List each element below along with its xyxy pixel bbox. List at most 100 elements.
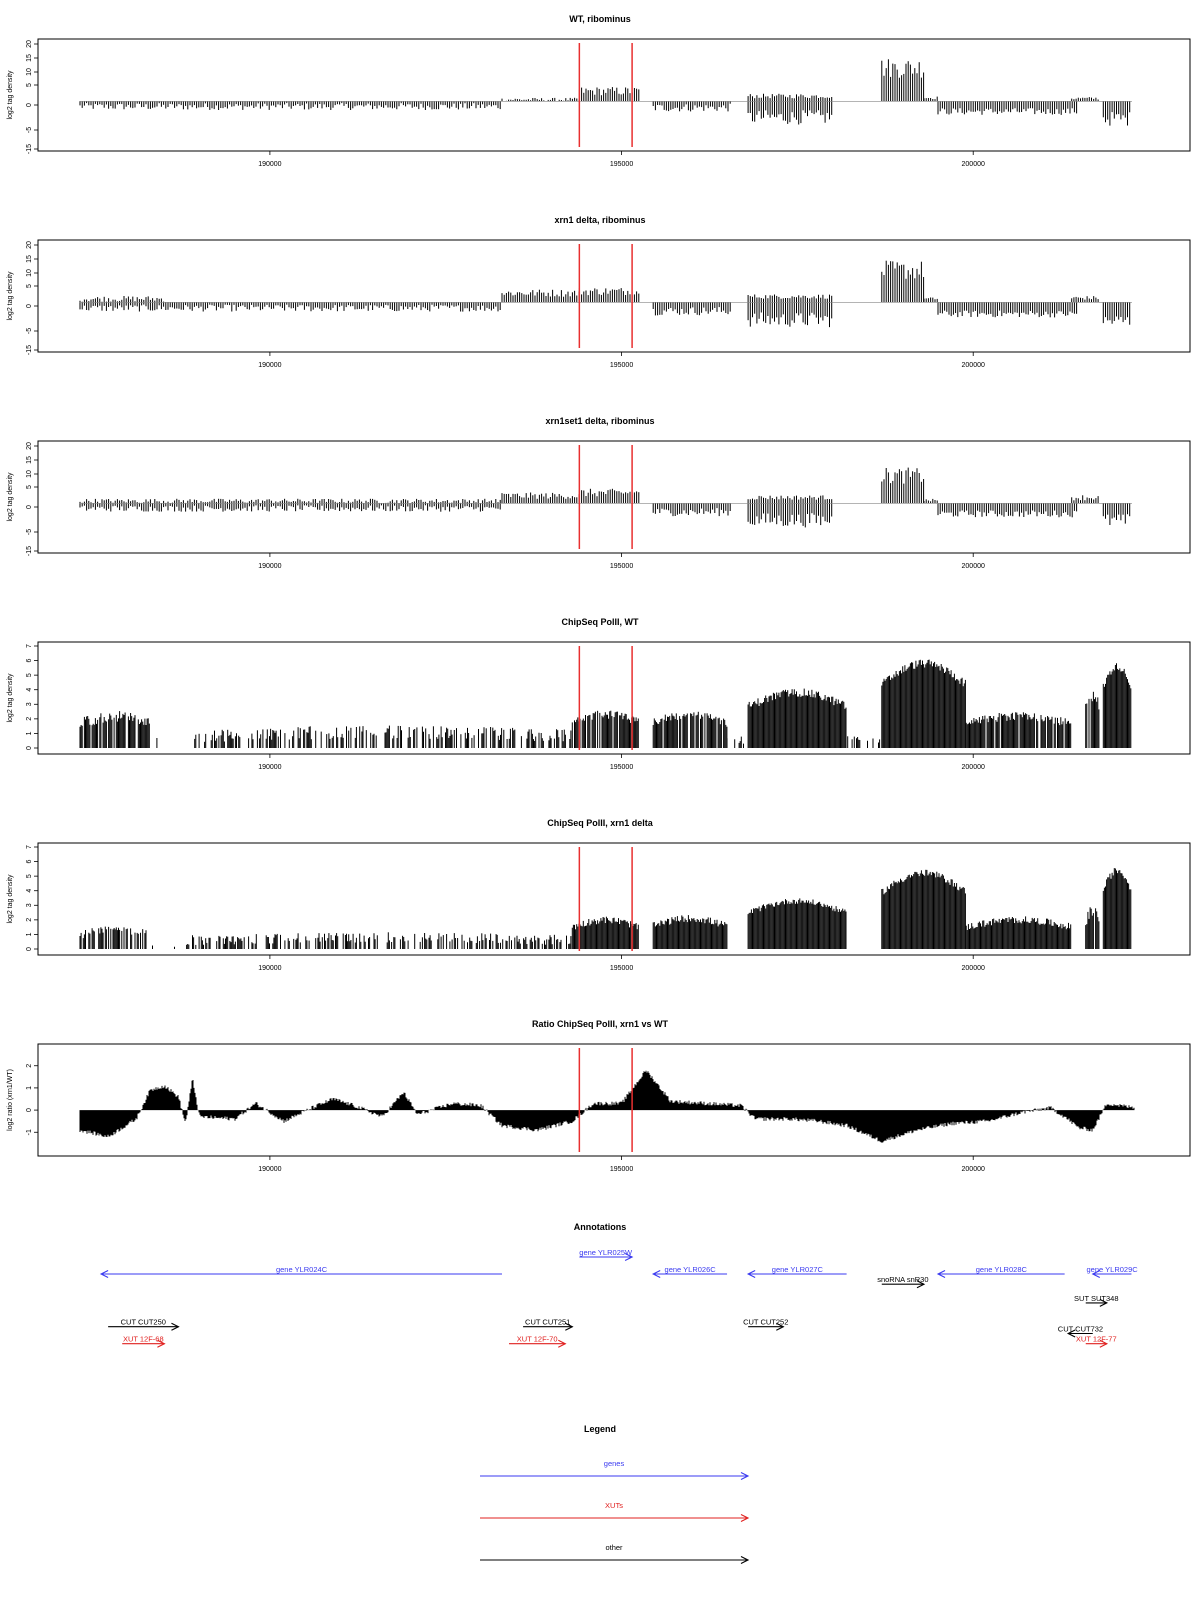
annotation-gene: gene YLR024C [99, 1265, 502, 1278]
x-tick-label: 195000 [610, 563, 633, 570]
arrowhead-right [916, 1280, 926, 1289]
annotation-label: XUT 12F-70 [517, 1335, 558, 1344]
y-tick-label: 4 [26, 889, 33, 893]
y-tick-label: 2 [26, 1064, 33, 1068]
arrowhead-right [776, 1322, 785, 1331]
panel-1: WT, ribominus log2 tag density -15 -5 0 5 10 15… [7, 14, 1191, 168]
data-series [79, 467, 1131, 528]
y-axis-label: log2 tag density [7, 472, 14, 522]
y-axis-label: log2 tag density [7, 70, 14, 120]
y-tick-label: 20 [26, 442, 33, 450]
data-series [79, 659, 1132, 748]
arrowhead-right [1099, 1339, 1109, 1348]
y-axis-label: log2 tag density [7, 874, 14, 924]
data-series [79, 260, 1131, 328]
annotation-gene: gene YLR026C [651, 1265, 728, 1278]
arrowhead-left [651, 1270, 661, 1278]
data-series [79, 59, 1131, 126]
plot-frame [37, 641, 1191, 755]
annotation-label: gene YLR029C [1087, 1265, 1139, 1274]
annotation-label: gene YLR027C [772, 1265, 824, 1274]
y-tick-label: 4 [26, 688, 33, 692]
y-axis-label: log2 ratio (xrn1/WT) [7, 1069, 14, 1131]
annotation-label: CUT CUT732 [1058, 1325, 1103, 1334]
x-tick-label: 190000 [258, 563, 281, 570]
panel-3: xrn1set1 delta, ribominus log2 tag densit… [7, 416, 1191, 570]
annotation-label: SUT SUT348 [1074, 1294, 1118, 1303]
annotation-gene: gene YLR025W [579, 1248, 634, 1261]
y-tick-label: 0 [26, 947, 33, 951]
y-tick-label: 3 [26, 702, 33, 706]
y-tick-label: 2 [26, 717, 33, 721]
x-tick-label: 200000 [962, 764, 985, 771]
arrowhead-right [171, 1322, 180, 1331]
annotation-other: CUT CUT250 [108, 1318, 180, 1331]
x-tick-label: 200000 [962, 563, 985, 570]
y-axis-label: log2 tag density [7, 271, 14, 321]
x-tick-label: 195000 [610, 161, 633, 168]
legend-label: genes [604, 1459, 625, 1468]
y-tick-label: 10 [26, 68, 33, 76]
x-tick-label: 195000 [610, 764, 633, 771]
annotation-other: CUT CUT251 [523, 1318, 574, 1331]
annotation-label: gene YLR025W [579, 1248, 633, 1257]
y-tick-label: 1 [26, 731, 33, 735]
y-tick-label: 15 [26, 456, 33, 464]
y-tick-label: -5 [26, 529, 33, 535]
y-tick-label: 2 [26, 918, 33, 922]
legend-arrowhead [740, 1556, 750, 1564]
annotation-label: XUT 12F-68 [123, 1335, 164, 1344]
arrowhead-left [746, 1270, 756, 1278]
annotation-gene: gene YLR027C [746, 1265, 847, 1278]
y-tick-label: 7 [26, 845, 33, 849]
plot-frame [37, 1043, 1191, 1157]
y-tick-label: 20 [26, 241, 33, 249]
annotations-panel: Annotations gene YLR024C gene YLR025W gene … [99, 1222, 1139, 1348]
data-series [79, 868, 1132, 949]
annotations-title: Annotations [574, 1222, 627, 1232]
y-tick-label: 5 [26, 83, 33, 87]
chart-title: WT, ribominus [569, 14, 631, 24]
annotation-other: snoRNA snR30 [877, 1275, 929, 1289]
annotation-other: CUT CUT252 [743, 1318, 788, 1331]
y-tick-label: 20 [26, 40, 33, 48]
annotation-label: gene YLR026C [665, 1265, 717, 1274]
arrowhead-right [565, 1322, 574, 1331]
arrowhead-left [99, 1270, 109, 1278]
legend-arrowhead [740, 1472, 750, 1480]
y-tick-label: 1 [26, 1086, 33, 1090]
y-tick-label: 0 [26, 103, 33, 107]
panel-4: ChipSeq PolII, WT log2 tag density 0 1 2 3 4 5 6… [7, 617, 1191, 771]
annotation-other: SUT SUT348 [1074, 1294, 1119, 1307]
chart-title: Ratio ChipSeq PolII, xrn1 vs WT [532, 1019, 669, 1029]
annotation-label: CUT CUT250 [121, 1318, 166, 1327]
annotation-label: gene YLR028C [976, 1265, 1028, 1274]
y-tick-label: 5 [26, 874, 33, 878]
y-tick-label: 1 [26, 932, 33, 936]
y-tick-label: 5 [26, 485, 33, 489]
arrowhead-left [936, 1270, 946, 1278]
y-tick-label: 7 [26, 644, 33, 648]
plot-frame [37, 239, 1191, 353]
annotation-xut: XUT 12F-77 [1076, 1335, 1117, 1348]
y-tick-label: -5 [26, 127, 33, 133]
annotation-label: CUT CUT251 [525, 1318, 570, 1327]
y-tick-label: 0 [26, 304, 33, 308]
y-tick-label: 6 [26, 659, 33, 663]
x-tick-label: 195000 [610, 1166, 633, 1173]
x-tick-label: 190000 [258, 965, 281, 972]
y-tick-label: 6 [26, 860, 33, 864]
x-tick-label: 200000 [962, 965, 985, 972]
y-tick-label: 15 [26, 255, 33, 263]
annotation-xut: XUT 12F-68 [122, 1335, 166, 1348]
chart-title: xrn1 delta, ribominus [554, 215, 645, 225]
arrowhead-left [1091, 1270, 1101, 1278]
panel-2: xrn1 delta, ribominus log2 tag density -15… [7, 215, 1191, 369]
y-tick-label: -15 [26, 144, 33, 154]
x-tick-label: 200000 [962, 362, 985, 369]
x-tick-label: 200000 [962, 1166, 985, 1173]
y-tick-label: 5 [26, 284, 33, 288]
annotation-label: XUT 12F-77 [1076, 1335, 1117, 1344]
annotation-label: CUT CUT252 [743, 1318, 788, 1327]
panel-5: ChipSeq PolII, xrn1 delta log2 tag densit… [7, 818, 1191, 972]
